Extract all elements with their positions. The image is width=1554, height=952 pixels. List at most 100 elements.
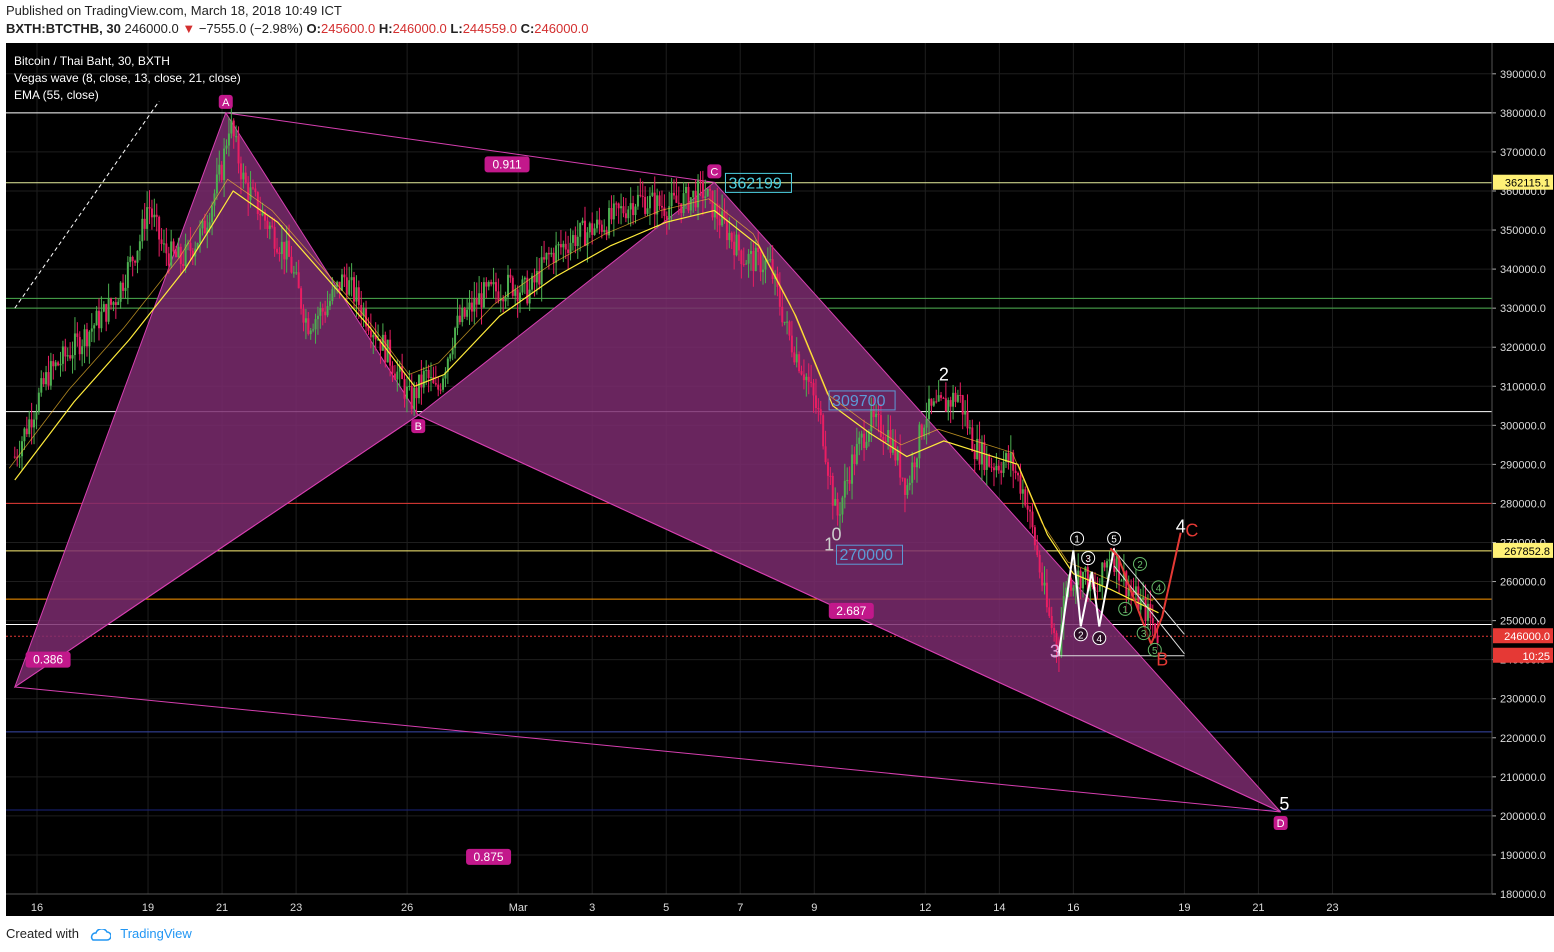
candle-body [307, 318, 310, 335]
candle-body [937, 395, 940, 402]
candle-body [105, 304, 108, 322]
candle-body [920, 424, 923, 437]
candle-body [557, 244, 560, 246]
candle-body [826, 462, 829, 476]
candle-body [930, 398, 933, 406]
legend-indicator-vegas[interactable]: Vegas wave (8, close, 13, close, 21, clo… [14, 71, 241, 85]
candle-body [956, 394, 959, 402]
candle-body [591, 223, 594, 235]
candle-body [511, 277, 514, 296]
candle-body [213, 193, 216, 206]
pattern-point-badge [411, 419, 426, 434]
open-label: O: [306, 21, 321, 36]
candle-body [439, 389, 442, 391]
candle-body [740, 250, 743, 265]
candle-body [807, 376, 810, 382]
tradingview-brand-link[interactable]: TradingView [120, 926, 192, 941]
ratio-badge [484, 156, 530, 173]
candle-body [903, 478, 906, 495]
price-axis-tag-label: 362115.1 [1505, 178, 1550, 190]
candle-body [709, 188, 712, 191]
candle-body [271, 225, 274, 227]
open-value: 245600.0 [320, 21, 376, 36]
time-tick-label: 21 [216, 902, 228, 914]
candle-body [781, 306, 784, 323]
price-tick-label: 390000.0 [1500, 69, 1546, 81]
candle-body [687, 186, 690, 211]
candle-body [208, 222, 211, 228]
candle-body [90, 328, 93, 332]
legend-indicator-ema[interactable]: EMA (55, close) [14, 88, 99, 102]
price-axis-tag [1493, 174, 1553, 190]
candle-body [860, 433, 863, 438]
candle-body [822, 415, 825, 447]
candle-body [377, 339, 380, 341]
candle-body [961, 395, 964, 415]
candle-body [1072, 587, 1075, 591]
harmonic-pattern[interactable] [13, 111, 1282, 813]
wave-label: 4 [1176, 517, 1186, 537]
price-axis-panel[interactable] [1492, 43, 1554, 916]
candle-body [122, 282, 125, 291]
ema-line [8, 178, 1159, 614]
pattern-point-badge [218, 94, 233, 109]
candle-body [783, 321, 786, 323]
candle-body [1021, 489, 1024, 494]
candle-body [831, 475, 834, 506]
candle-body [247, 182, 250, 200]
green-count-label: 2 [1137, 560, 1143, 571]
candle-body [632, 203, 635, 216]
symbol-label[interactable]: BXTH:BTCTHB, 30 [6, 21, 121, 36]
candle-body [389, 339, 392, 366]
candle-body [463, 307, 466, 317]
price-axis[interactable]: 390000.0380000.0370000.0360000.0350000.0… [1492, 69, 1553, 901]
candle-body [1065, 587, 1068, 597]
candle-body [985, 454, 988, 470]
candle-body [357, 287, 360, 305]
candle-body [353, 277, 356, 302]
candle-body [153, 214, 156, 218]
candle-body [562, 243, 565, 248]
candle-body [1045, 582, 1048, 608]
candle-body [458, 315, 461, 323]
candle-body [583, 220, 586, 246]
candle-body [25, 428, 28, 435]
price-tick-label: 300000.0 [1500, 420, 1546, 432]
candle-body [819, 409, 822, 416]
candle-body [516, 289, 519, 302]
price-tick-label: 320000.0 [1500, 342, 1546, 354]
candle-body [1146, 603, 1149, 621]
candle-body [723, 211, 726, 220]
candle-body [877, 413, 880, 416]
candle-body [302, 308, 305, 323]
candle-body [581, 220, 584, 224]
candle-body [331, 289, 334, 302]
candle-body [42, 378, 45, 385]
candle-body [1125, 571, 1128, 597]
price-chart[interactable]: A B C D 0.911 0.386 2.687 0.875 362199 309700 2700… [6, 43, 1554, 916]
white-count-circle [1073, 627, 1088, 642]
candle-body [1012, 452, 1015, 471]
candle-body [608, 208, 611, 236]
wave-label: 0 [831, 525, 841, 545]
candle-body [478, 293, 481, 305]
candle-body [689, 197, 692, 211]
candle-body [117, 301, 120, 306]
candle-body [918, 424, 921, 459]
white-count-circle [1107, 531, 1122, 546]
candle-body [432, 377, 435, 384]
candle-body [444, 371, 447, 379]
candle-body [547, 252, 550, 255]
annotations[interactable]: A B C D 0.911 0.386 2.687 0.875 362199 309700 2700… [25, 94, 1290, 865]
candle-body [564, 243, 567, 250]
candle-body [762, 269, 765, 273]
candle-body [451, 348, 454, 355]
time-axis[interactable]: 16 19 21 23 26 Mar 3 5 7 9 12 14 16 19 21 23 [31, 902, 1339, 914]
pattern-edge [14, 686, 1281, 813]
candle-body [660, 205, 663, 208]
candle-body [300, 288, 303, 309]
white-count-label: 3 [1085, 554, 1091, 565]
chart-area[interactable]: A B C D 0.911 0.386 2.687 0.875 362199 309700 2700… [6, 43, 1554, 916]
candle-body [1053, 627, 1056, 634]
candle-body [766, 260, 769, 262]
